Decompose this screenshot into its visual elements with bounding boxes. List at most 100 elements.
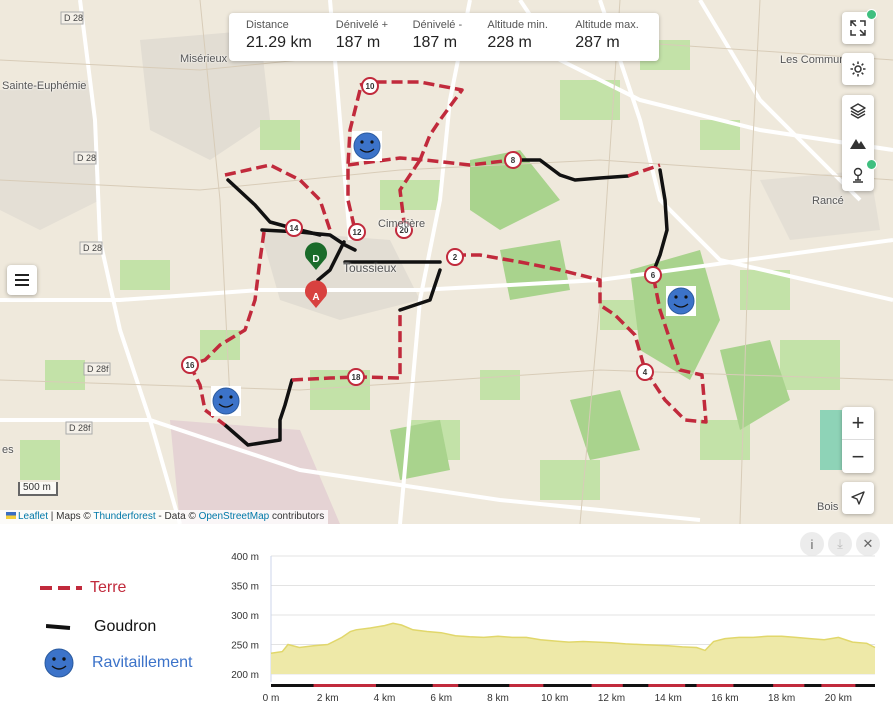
aid-station-icon [666,286,696,316]
stat-label: Distance [246,19,289,31]
solid-line-swatch [46,624,71,630]
place-label: Les Commun [780,54,846,66]
y-tick-label: 400 m [231,552,259,563]
surface-segment [591,684,623,687]
svg-text:D: D [312,254,319,265]
km-marker-4: 4 [636,363,654,381]
navigation-arrow-icon [851,491,865,505]
place-label: Misérieux [180,53,228,65]
layers-icon[interactable] [849,102,867,120]
svg-text:12: 12 [353,228,362,237]
y-tick-label: 350 m [231,582,259,593]
x-tick-label: 12 km [598,693,625,704]
stat-elevation-loss: Dénivelé - 187 m [413,19,488,61]
x-tick-label: 6 km [430,693,452,704]
locate-button[interactable] [842,482,874,514]
download-button[interactable]: ⤓ [828,532,852,556]
urban-area [140,30,270,160]
bottom-panel: Terre Goudron Ravitaillement i ⤓ ✕ 400 m… [0,524,893,714]
stat-value: 187 m [335,34,381,51]
km-marker-20: 20 [395,221,413,239]
start-marker: D [305,242,327,270]
urban-area [260,230,420,320]
gear-icon [850,61,866,77]
attribution-text: - Data © [155,511,199,522]
legend-item-terre: Terre [40,579,126,597]
badge-dot [866,9,877,20]
x-tick-label: 2 km [317,693,339,704]
stat-value: 21.29 km [246,34,312,51]
stat-value: 187 m [412,34,458,51]
y-tick-label: 200 m [231,670,259,681]
x-tick-label: 20 km [825,693,852,704]
close-button[interactable]: ✕ [856,532,880,556]
expand-icon [850,20,866,36]
attribution-text: | Maps © [48,511,94,522]
mountain-icon[interactable] [849,134,867,152]
osm-link[interactable]: OpenStreetMap [198,511,270,522]
map[interactable]: D 28 D 28 D 28 D 28f D 28f [0,0,893,524]
svg-text:A: A [312,292,319,303]
km-marker-10: 10 [361,77,379,95]
legend-item-goudron: Goudron [46,618,156,636]
surface-strip [271,684,875,687]
km-marker-18: 18 [347,368,365,386]
zoom-in-button[interactable]: + [842,407,874,440]
y-tick-label: 300 m [231,611,259,622]
surface-segment [696,684,734,687]
place-label: Sainte-Euphémie [2,80,87,92]
road-labels: D 28 D 28 D 28 D 28f D 28f [60,11,111,435]
stat-label: Dénivelé + [335,19,389,31]
place-label: Toussieux [343,261,397,275]
surface-segment [773,684,805,687]
stat-value: 287 m [575,34,620,51]
km-marker-14: 14 [285,219,303,237]
stat-label: Altitude min. [487,19,548,31]
km-marker-12: 12 [348,223,366,241]
km-marker-16: 16 [181,356,199,374]
stat-value: 228 m [487,34,532,51]
pin-icon[interactable] [849,166,867,184]
hamburger-icon [15,274,29,286]
stat-altitude-max: Altitude max. 287 m [575,19,659,61]
menu-button[interactable] [7,265,37,295]
surface-segment [313,684,376,687]
svg-text:10: 10 [366,82,375,91]
y-tick-label: 250 m [231,641,259,652]
smiley-icon [44,648,74,678]
fullscreen-button[interactable] [842,9,877,44]
x-tick-label: 14 km [655,693,682,704]
road-label: D 28 [77,153,96,163]
stat-distance: Distance 21.29 km [246,19,336,61]
urban-area [0,80,100,230]
x-tick-label: 8 km [487,693,509,704]
km-marker-8: 8 [504,151,522,169]
km-marker-2: 2 [446,248,464,266]
svg-text:16: 16 [186,361,195,370]
stat-altitude-min: Altitude min. 228 m [487,19,575,61]
route-stats-panel: Distance 21.29 km Dénivelé + 187 m Déniv… [229,13,659,61]
elevation-profile-chart[interactable]: 400 m 350 m 300 m 250 m 200 m 0 m 2 km 4 km 6 km… [0,524,893,714]
x-tick-label: 16 km [711,693,738,704]
place-label: es [2,444,14,456]
legend-label: Goudron [94,618,157,635]
road-label: D 28 [83,243,102,253]
leaflet-link[interactable]: Leaflet [18,511,49,522]
industrial-area [170,420,340,524]
settings-button[interactable] [842,53,874,85]
zoom-out-button[interactable]: − [851,443,865,469]
place-label: Cimetière [378,218,426,230]
map-tiles: D 28 D 28 D 28 D 28f D 28f [0,0,893,524]
x-tick-label: 4 km [374,693,396,704]
thunderforest-link[interactable]: Thunderforest [93,511,156,522]
stat-label: Dénivelé - [412,19,463,31]
legend-item-ravitaillement: Ravitaillement [43,647,192,679]
aid-station-icon [352,131,382,161]
info-button[interactable]: i [800,532,824,556]
road-label: D 28f [69,423,91,433]
badge-dot [866,159,877,170]
svg-text:8: 8 [511,156,516,165]
x-tick-label: 18 km [768,693,795,704]
stat-elevation-gain: Dénivelé + 187 m [336,19,413,61]
svg-text:20: 20 [400,226,409,235]
